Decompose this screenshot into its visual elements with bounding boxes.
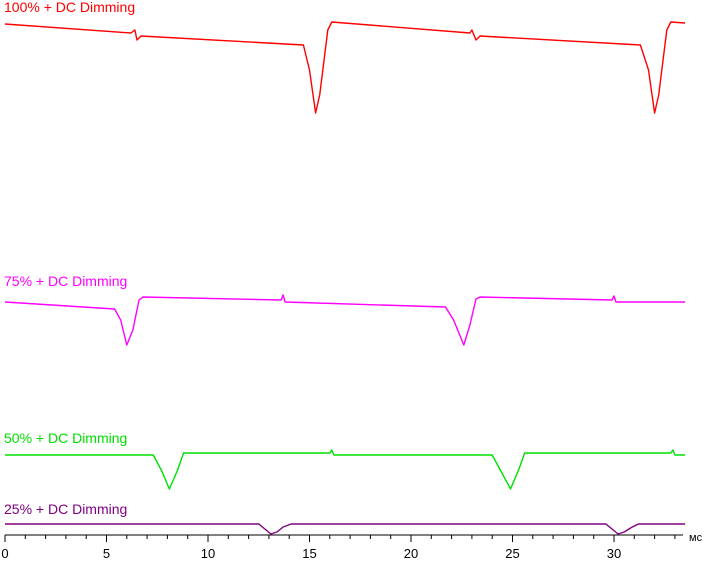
series-layer: 100% + DC Dimming 75% + DC Dimming 50% + D… xyxy=(4,0,686,535)
x-axis-unit-label: мс xyxy=(689,532,703,544)
x-tick-label: 15 xyxy=(302,546,316,561)
x-tick-label: 0 xyxy=(1,546,8,561)
x-tick-label: 10 xyxy=(201,546,215,561)
x-axis: мс 0 5 10 15 20 25 30 xyxy=(1,532,702,561)
series-label-2: 75% + DC Dimming xyxy=(4,273,127,289)
x-tick-label: 20 xyxy=(404,546,418,561)
series-line-1 xyxy=(4,21,686,114)
x-tick-label: 5 xyxy=(103,546,110,561)
series-line-4 xyxy=(5,523,686,535)
series-line-2 xyxy=(4,294,686,346)
x-tick-label: 25 xyxy=(505,546,519,561)
x-tick-label: 30 xyxy=(607,546,621,561)
series-label-1: 100% + DC Dimming xyxy=(4,0,135,15)
series-line-3 xyxy=(5,449,686,490)
series-label-3: 50% + DC Dimming xyxy=(4,430,127,446)
series-label-4: 25% + DC Dimming xyxy=(4,501,127,517)
